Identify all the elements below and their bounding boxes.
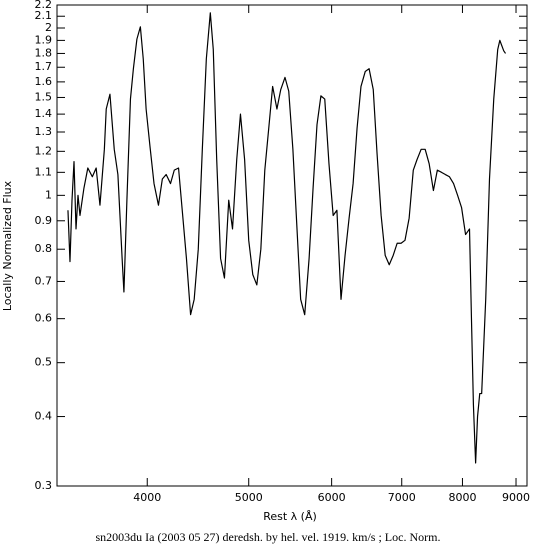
- y-tick-label: 1.2: [35, 144, 53, 157]
- y-tick-label: 2.2: [35, 0, 53, 11]
- y-tick-label: 0.5: [35, 356, 53, 369]
- plot-frame: [56, 4, 528, 487]
- x-tick-label: 6000: [318, 491, 346, 504]
- y-tick-label: 0.4: [35, 410, 53, 423]
- x-tick-label: 5000: [235, 491, 263, 504]
- x-axis-label: Rest λ (Å): [263, 510, 317, 523]
- y-tick-label: 1.3: [35, 125, 53, 138]
- y-tick-label: 1.5: [35, 90, 53, 103]
- y-tick-label: 1.1: [35, 165, 53, 178]
- y-tick-label: 1.4: [35, 107, 53, 120]
- x-tick-label: 7000: [388, 491, 416, 504]
- y-tick-label: 0.9: [35, 214, 53, 227]
- y-tick-label: 2.1: [35, 9, 53, 22]
- y-tick-label: 2: [45, 21, 52, 34]
- y-tick-label: 1.8: [35, 46, 53, 59]
- y-tick-label: 0.8: [35, 242, 53, 255]
- y-tick-label: 1.7: [35, 60, 53, 73]
- y-tick-label: 1.6: [35, 75, 53, 88]
- y-tick-label: 1: [45, 188, 52, 201]
- y-axis-label: Locally Normalized Flux: [1, 180, 14, 311]
- y-tick-label: 1.9: [35, 33, 53, 46]
- caption: sn2003du Ia (2003 05 27) deredsh. by hel…: [96, 530, 441, 544]
- x-tick-label: 4000: [133, 491, 161, 504]
- y-tick-label: 0.6: [35, 312, 53, 325]
- x-tick-label: 8000: [448, 491, 476, 504]
- y-tick-label: 0.3: [35, 479, 53, 492]
- x-tick-label: 9000: [502, 491, 530, 504]
- spectrum-line: [67, 12, 507, 464]
- y-tick-label: 0.7: [35, 274, 53, 287]
